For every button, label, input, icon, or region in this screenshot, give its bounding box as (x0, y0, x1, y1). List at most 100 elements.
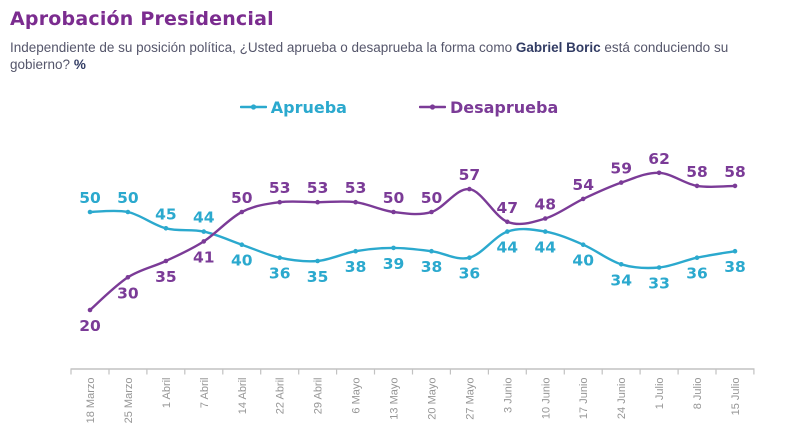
data-point-marker (505, 229, 510, 234)
x-tick-label: 15 Julio (730, 378, 742, 416)
x-tick-label: 29 Abril (313, 378, 325, 415)
x-tick-label: 22 Abril (275, 378, 287, 415)
data-point-marker (429, 248, 434, 254)
data-point-label: 44 (193, 209, 215, 227)
data-point-label: 30 (117, 284, 139, 302)
x-tick-label: 25 Marzo (123, 378, 135, 424)
x-tick-label: 24 Junio (616, 378, 628, 420)
data-point-marker (353, 248, 358, 254)
data-point-marker (618, 262, 624, 267)
data-point-label: 62 (648, 150, 670, 168)
president-name: Gabriel Boric (515, 40, 601, 55)
data-point-label: 40 (572, 252, 594, 270)
series-desaprueba: 20 30 35 41 50 53 53 53 50 50 57 47 48 54 59 62 58 58 (79, 150, 746, 335)
data-point-label: 38 (724, 258, 746, 276)
survey-question-text: Independiente de su posición política, ¿… (10, 40, 516, 55)
data-point-marker (732, 248, 738, 254)
legend-label-aprueba: Aprueba (270, 97, 347, 117)
data-point-marker (353, 199, 358, 205)
series-aprueba: 50 50 45 44 40 36 35 38 39 38 36 44 44 40 34 33 36 38 (79, 189, 746, 293)
data-point-marker (391, 245, 396, 251)
data-point-marker (391, 209, 396, 215)
data-point-marker (543, 216, 548, 221)
data-point-label: 53 (269, 179, 291, 197)
x-tick-label: 1 Abril (161, 378, 173, 409)
data-point-marker (694, 255, 700, 260)
data-point-label: 47 (497, 199, 519, 217)
data-point-label: 36 (269, 265, 291, 283)
data-point-label: 20 (79, 317, 101, 335)
data-point-marker (656, 265, 662, 270)
data-point-label: 38 (421, 258, 443, 276)
data-point-marker (580, 242, 586, 247)
x-tick-label: 18 Marzo (85, 378, 97, 424)
aprueba-line-dot-icon (239, 104, 267, 110)
data-point-label: 53 (307, 179, 329, 197)
data-point-marker (201, 239, 207, 244)
chart-legend: Aprueba Desaprueba (10, 98, 788, 117)
data-point-marker (467, 255, 472, 260)
data-point-marker (277, 255, 283, 260)
data-point-label: 38 (345, 258, 367, 276)
data-point-label: 35 (307, 268, 329, 286)
x-tick-label: 7 Abril (199, 378, 211, 409)
data-point-label: 45 (155, 205, 177, 223)
data-point-marker (277, 199, 283, 205)
data-point-marker (618, 180, 624, 185)
data-point-label: 41 (193, 248, 215, 266)
data-point-marker (429, 209, 434, 215)
x-tick-label: 17 Junio (578, 378, 590, 420)
x-tick-label: 10 Junio (540, 378, 552, 420)
data-point-marker (732, 183, 738, 189)
data-point-marker (239, 242, 245, 247)
data-point-label: 44 (497, 239, 519, 257)
data-point-label: 50 (79, 189, 101, 207)
data-point-label: 58 (686, 163, 708, 181)
legend-item-aprueba: Aprueba (239, 97, 347, 117)
x-axis: 18 Marzo 25 Marzo 1 Abril 7 Abril 14 Abril 22… (70, 368, 755, 424)
data-point-marker (505, 219, 510, 225)
data-point-marker (87, 307, 93, 313)
data-point-marker (656, 170, 662, 176)
legend-label-desaprueba: Desaprueba (449, 97, 559, 117)
desaprueba-line-dot-icon (418, 104, 446, 110)
data-point-marker (87, 209, 93, 215)
report-header: Aprobación Presidencial Independiente de… (0, 0, 800, 117)
data-point-label: 50 (117, 189, 139, 207)
data-point-label: 50 (421, 189, 443, 207)
survey-question: Independiente de su posición política, ¿… (10, 39, 788, 74)
data-point-label: 35 (155, 268, 177, 286)
x-tick-label: 13 Mayo (389, 378, 401, 420)
data-point-label: 40 (231, 252, 253, 270)
data-point-marker (694, 183, 700, 189)
desaprueba-line (88, 171, 737, 312)
data-point-label: 57 (459, 166, 481, 184)
aprueba-line (88, 209, 737, 270)
data-point-marker (201, 229, 207, 234)
page-title: Aprobación Presidencial (10, 8, 274, 30)
x-tick-label: 8 Julio (692, 378, 704, 410)
x-tick-label: 3 Junio (502, 378, 514, 413)
data-point-label: 36 (686, 265, 708, 283)
data-point-marker (315, 258, 320, 264)
data-point-label: 53 (345, 179, 367, 197)
survey-question-text-2: está conduciendo su gobierno? (10, 40, 729, 73)
data-point-marker (239, 209, 245, 215)
data-point-label: 34 (610, 271, 632, 289)
data-point-marker (543, 229, 548, 234)
x-tick-label: 1 Julio (654, 378, 666, 410)
x-tick-label: 14 Abril (237, 378, 249, 415)
data-point-label: 36 (459, 265, 481, 283)
data-point-label: 50 (383, 189, 405, 207)
x-tick-label: 27 Mayo (464, 378, 476, 420)
data-point-label: 58 (724, 163, 746, 181)
data-point-label: 59 (610, 160, 632, 178)
data-point-marker (125, 275, 131, 280)
data-point-marker (315, 199, 320, 205)
legend-item-desaprueba: Desaprueba (418, 97, 559, 117)
data-point-marker (467, 186, 472, 192)
data-point-label: 39 (383, 255, 405, 273)
data-point-marker (125, 209, 131, 215)
data-point-label: 44 (535, 239, 557, 257)
